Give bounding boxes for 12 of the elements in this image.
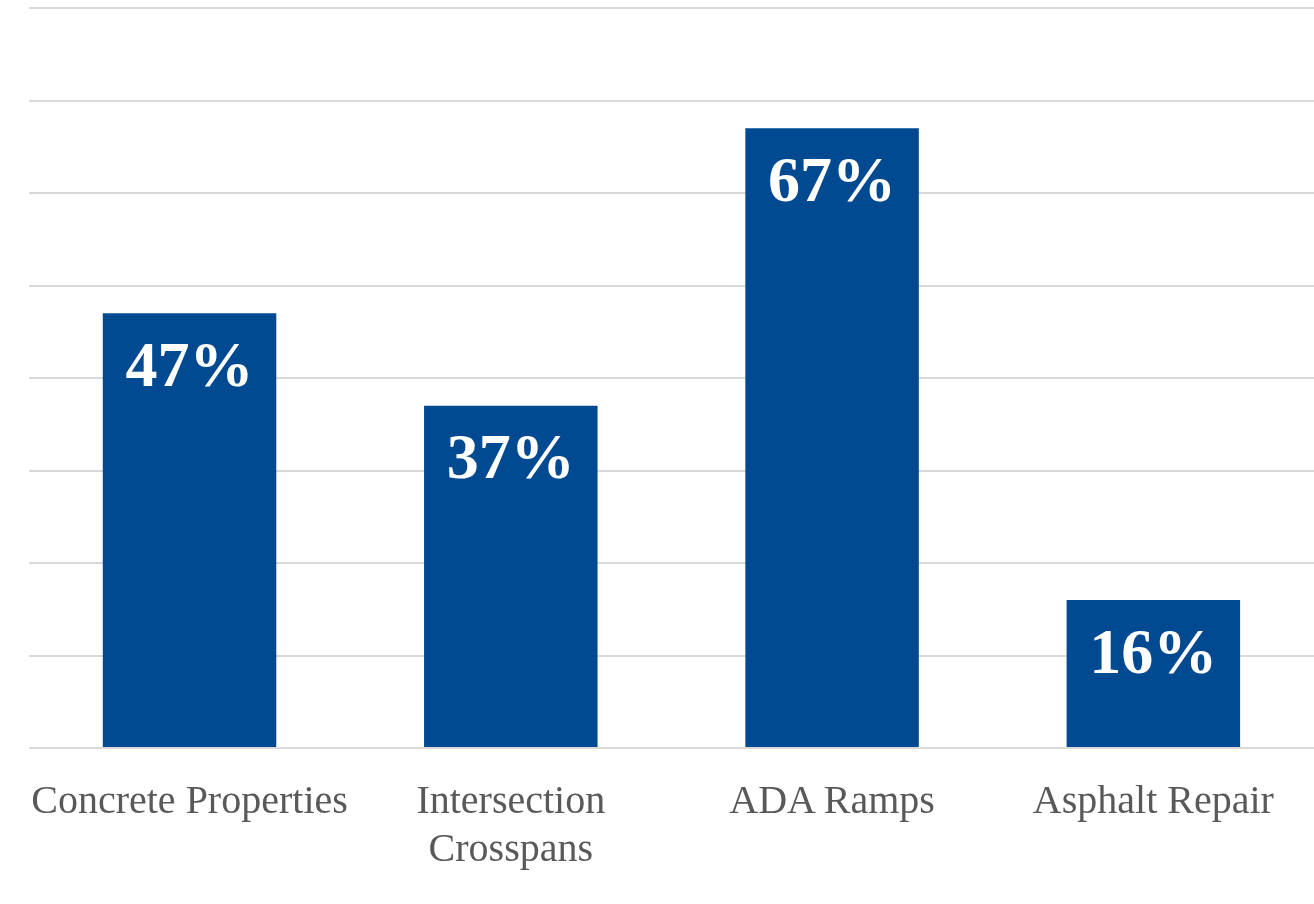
data-label: 67%: [768, 143, 897, 215]
data-label: 47%: [125, 328, 254, 400]
data-label: 37%: [446, 421, 575, 493]
x-tick-label: ADA Ramps: [729, 776, 935, 822]
bar: [745, 128, 919, 747]
x-tick-label: Concrete Properties: [31, 776, 348, 822]
x-tick-label: Asphalt Repair: [1032, 776, 1274, 822]
x-tick-label: Intersection Crosspans: [416, 776, 606, 870]
data-label: 16%: [1089, 615, 1218, 687]
bar: [1066, 600, 1241, 747]
bar: [424, 405, 598, 747]
bar: [102, 313, 277, 747]
